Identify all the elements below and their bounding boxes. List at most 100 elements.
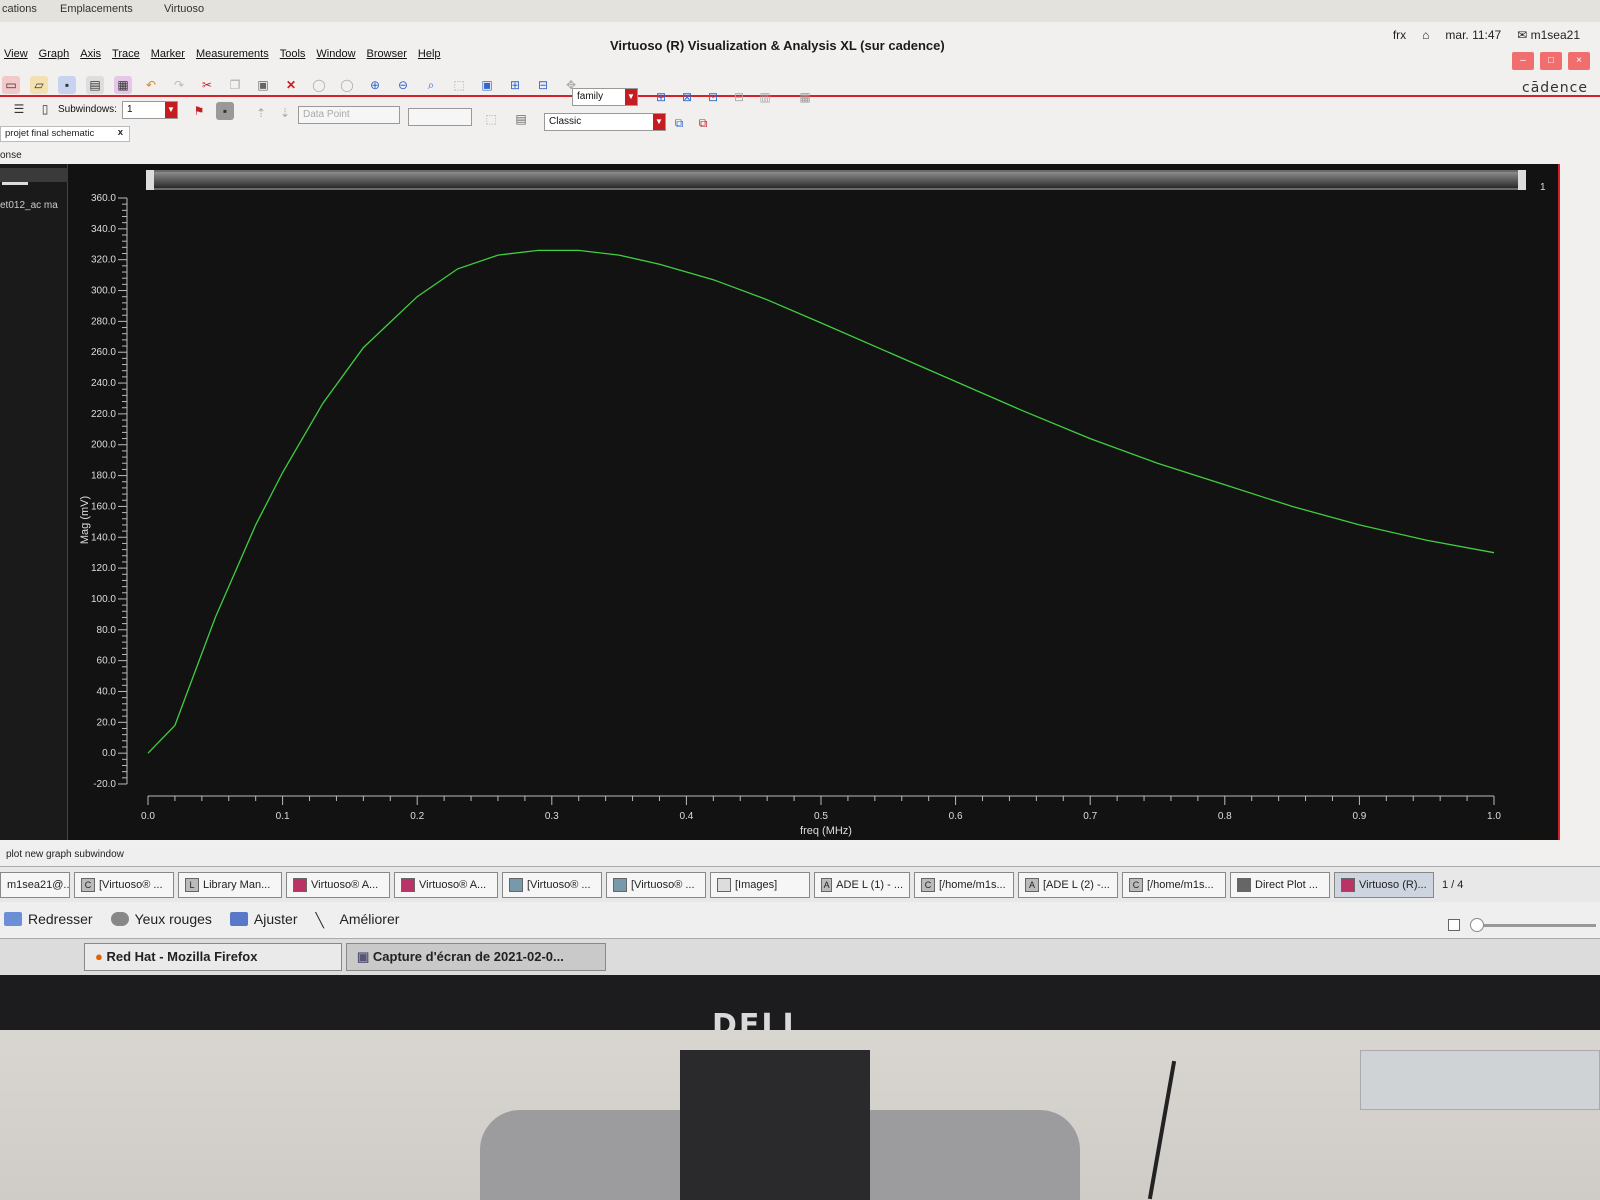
menu-marker[interactable]: Marker bbox=[150, 48, 185, 60]
select-icon[interactable]: ◯ bbox=[312, 78, 326, 92]
task-virtuoso-1[interactable]: C [Virtuoso® ... bbox=[74, 871, 174, 898]
task-direct-plot[interactable]: Direct Plot ... bbox=[1230, 871, 1330, 898]
data-value-input[interactable] bbox=[408, 108, 472, 126]
task-label: m1sea21@... bbox=[7, 878, 70, 891]
tab-close-icon[interactable]: x bbox=[117, 127, 123, 138]
window-menu[interactable]: Virtuoso bbox=[164, 3, 205, 15]
straighten-button[interactable]: Redresser bbox=[4, 911, 93, 927]
waveform-chart[interactable]: -20.0 0.0 20.0 40.0 60.0 80.0 100.0 120.0 140.0 1… bbox=[0, 164, 1558, 840]
zoom-slider[interactable] bbox=[1448, 918, 1596, 932]
undo-icon[interactable]: ↶ bbox=[145, 78, 157, 92]
task-library-manager[interactable]: L Library Man... bbox=[178, 871, 282, 898]
task-ade-l-2[interactable]: A [ADE L (2) -... bbox=[1018, 871, 1118, 898]
menu-help[interactable]: Help bbox=[417, 48, 441, 60]
strip-icon[interactable]: ⊞ bbox=[655, 90, 667, 104]
tab-projet-final-schematic[interactable]: projet final schematic x bbox=[0, 126, 130, 142]
red-eye-button[interactable]: Yeux rouges bbox=[110, 911, 212, 927]
scroll-handle-right[interactable] bbox=[1518, 170, 1526, 190]
zoom-area-icon[interactable]: ⬚ bbox=[453, 78, 465, 92]
stop-icon[interactable]: ◯ bbox=[340, 78, 354, 92]
maximize-icon[interactable]: □ bbox=[1540, 52, 1562, 70]
applications-menu[interactable]: cations bbox=[2, 3, 37, 15]
marker-icon[interactable]: ▪ bbox=[216, 102, 234, 120]
fit-x-icon[interactable]: ⊞ bbox=[509, 78, 521, 92]
task-screenshot[interactable]: ▣ Capture d'écran de 2021-02-0... bbox=[346, 943, 606, 971]
menu-browser[interactable]: Browser bbox=[366, 48, 407, 60]
data-point-input[interactable]: Data Point bbox=[298, 106, 400, 124]
menu-window[interactable]: Window bbox=[316, 48, 356, 60]
list-icon[interactable]: ☰ bbox=[13, 102, 25, 116]
task-virtuoso-3[interactable]: [Virtuoso® ... bbox=[606, 871, 706, 898]
clock[interactable]: mar. 11:47 bbox=[1445, 28, 1502, 42]
user-menu[interactable]: ✉ m1sea21 bbox=[1517, 28, 1580, 42]
new-window-plot-icon[interactable]: ⧉ bbox=[674, 115, 684, 130]
zoom-in-icon[interactable]: ⊕ bbox=[369, 78, 381, 92]
keyboard-layout[interactable]: frx bbox=[1392, 28, 1407, 42]
menu-axis[interactable]: Axis bbox=[80, 48, 102, 60]
move-up-icon[interactable]: ⇡ bbox=[255, 106, 267, 120]
places-menu[interactable]: Emplacements bbox=[60, 3, 133, 15]
chevron-down-icon: ▼ bbox=[625, 89, 637, 105]
trace-list-item[interactable]: et012_ac ma bbox=[0, 200, 58, 211]
workspace-indicator[interactable]: 1 / 4 bbox=[1442, 878, 1464, 891]
task-home-1[interactable]: C [/home/m1s... bbox=[914, 871, 1014, 898]
open-icon[interactable]: ▱ bbox=[30, 76, 48, 94]
chart-icon[interactable]: ▥ bbox=[759, 90, 771, 104]
network-icon[interactable]: ⌂ bbox=[1422, 28, 1430, 42]
fit-icon[interactable] bbox=[1448, 919, 1460, 931]
task-images[interactable]: [Images] bbox=[710, 871, 810, 898]
delete-window-icon[interactable]: ⧉ bbox=[698, 115, 708, 130]
calculator-icon[interactable]: ▤ bbox=[515, 112, 527, 126]
move-down-icon[interactable]: ⇣ bbox=[279, 106, 291, 120]
split-icon[interactable]: ⊟ bbox=[733, 90, 745, 104]
menu-graph[interactable]: Graph bbox=[38, 48, 70, 60]
adjust-button[interactable]: Ajuster bbox=[229, 911, 298, 927]
desktop-top-bar: cations Emplacements Virtuoso bbox=[0, 0, 1600, 22]
print-icon[interactable]: ▤ bbox=[86, 76, 104, 94]
subwindows-input[interactable]: 1 ▼ bbox=[122, 101, 178, 119]
task-virtuoso-viva[interactable]: Virtuoso (R)... bbox=[1334, 871, 1434, 898]
task-firefox[interactable]: ● Red Hat - Mozilla Firefox bbox=[84, 943, 342, 971]
stack-icon[interactable]: ⊠ bbox=[681, 90, 693, 104]
style-combo[interactable]: Classic ▼ bbox=[544, 113, 666, 131]
zoom-out-icon[interactable]: ⊖ bbox=[397, 78, 409, 92]
task-virtuoso-a-2[interactable]: Virtuoso® A... bbox=[394, 871, 498, 898]
subwindow-icon[interactable]: ▯ bbox=[41, 102, 49, 116]
minimize-icon[interactable]: – bbox=[1512, 52, 1534, 70]
task-virtuoso-2[interactable]: [Virtuoso® ... bbox=[502, 871, 602, 898]
grid-icon[interactable]: ▦ bbox=[799, 90, 811, 104]
scroll-handle-left[interactable] bbox=[146, 170, 154, 190]
delete-icon[interactable]: ✕ bbox=[285, 78, 297, 92]
menu-view[interactable]: View bbox=[4, 48, 28, 60]
flag-icon[interactable]: ⚑ bbox=[193, 104, 205, 118]
cut-icon[interactable]: ✂ bbox=[201, 78, 213, 92]
enhance-button[interactable]: ╲ Améliorer bbox=[316, 911, 400, 928]
task-terminal[interactable]: m1sea21@... bbox=[0, 871, 70, 898]
task-home-2[interactable]: C [/home/m1s... bbox=[1122, 871, 1226, 898]
paste-icon[interactable]: ▣ bbox=[257, 78, 269, 92]
close-icon[interactable]: × bbox=[1568, 52, 1590, 70]
overlay-icon[interactable]: ⊡ bbox=[707, 90, 719, 104]
save-icon[interactable]: ▪ bbox=[58, 76, 76, 94]
menu-tools[interactable]: Tools bbox=[279, 48, 306, 60]
menu-measurements[interactable]: Measurements bbox=[195, 48, 269, 60]
export-icon[interactable]: ▦ bbox=[114, 76, 132, 94]
pan-icon[interactable]: ✥ bbox=[565, 78, 577, 92]
measure-icon[interactable]: ⬚ bbox=[485, 112, 497, 126]
new-window-icon[interactable]: ▭ bbox=[2, 76, 20, 94]
x-scrollbar[interactable] bbox=[146, 170, 1526, 190]
family-combo[interactable]: family ▼ bbox=[572, 88, 638, 106]
y-tick-label: 20.0 bbox=[97, 717, 117, 728]
copy-icon[interactable]: ❐ bbox=[229, 78, 241, 92]
menu-trace[interactable]: Trace bbox=[112, 48, 140, 60]
fit-y-icon[interactable]: ⊟ bbox=[537, 78, 549, 92]
zoom-fit-icon[interactable]: ⌕ bbox=[427, 77, 435, 92]
slider-knob[interactable] bbox=[1470, 918, 1484, 932]
y-tick-label: 80.0 bbox=[97, 625, 117, 636]
series-line-0[interactable] bbox=[147, 249, 1495, 754]
task-ade-l-1[interactable]: A ADE L (1) - ... bbox=[814, 871, 910, 898]
redo-icon[interactable]: ↷ bbox=[173, 78, 185, 92]
trace-list-header[interactable] bbox=[0, 168, 68, 185]
task-virtuoso-a-1[interactable]: Virtuoso® A... bbox=[286, 871, 390, 898]
fit-graph-icon[interactable]: ▣ bbox=[481, 78, 493, 92]
